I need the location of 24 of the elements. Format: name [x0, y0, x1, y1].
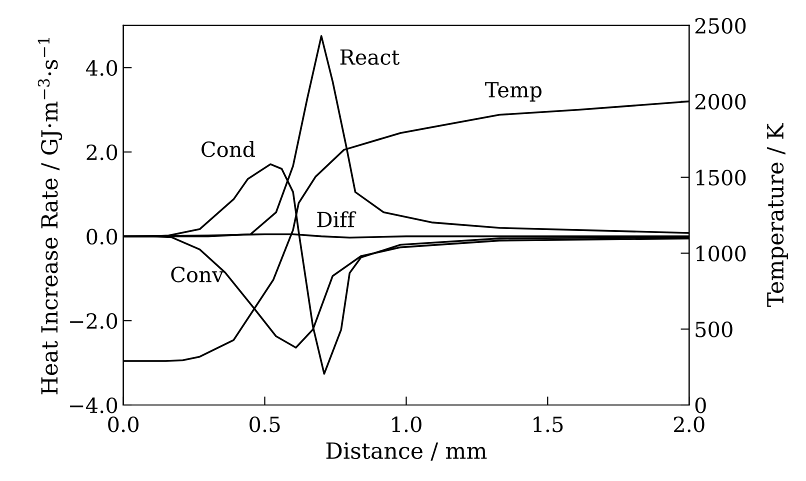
y2-tick-label: 0 [695, 397, 706, 414]
x-tick-label: 2.0 [674, 416, 704, 432]
y2-tick-label: 1500 [696, 170, 746, 186]
x-axis-title: Distance / mm [326, 442, 487, 461]
x-tick-label: 1.0 [392, 416, 422, 432]
y2-tick-label: 2500 [695, 18, 746, 34]
series-label: Temp [485, 82, 542, 102]
y-axis-title: Heat Increase Rate / GJ·m$^{−3}$·s$^{−1}$ [38, 38, 62, 394]
x-tick-label: 0.0 [108, 416, 138, 432]
x-tick-label: 0.5 [250, 416, 280, 432]
y-tick-label: 2.0 [86, 144, 118, 160]
x-tick-label: 1.5 [534, 416, 563, 432]
y-tick-label: 0.0 [86, 228, 118, 245]
y2-tick-label: 500 [696, 322, 732, 338]
y2-tick-label: 1000 [696, 246, 746, 262]
y-tick-label: −2.0 [70, 313, 118, 329]
series-label: React [340, 49, 400, 65]
series-label: Diff [317, 211, 356, 228]
y-tick-label: 4.0 [86, 60, 118, 76]
y2-axis-title: Temperature / K [767, 123, 788, 307]
series-label: Conv [171, 266, 224, 282]
y-tick-label: −4.0 [70, 397, 118, 414]
series-label: Cond [202, 141, 255, 158]
y2-tick-label: 2000 [695, 94, 746, 110]
